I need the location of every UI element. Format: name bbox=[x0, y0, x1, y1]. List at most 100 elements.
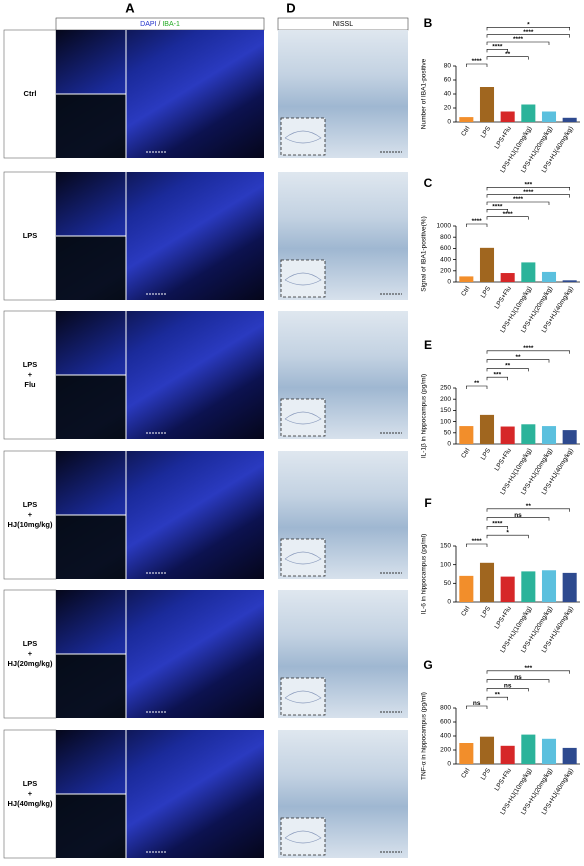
y-tick-label: 600 bbox=[440, 245, 451, 252]
significance-bracket bbox=[486, 41, 550, 45]
significance-label: **** bbox=[523, 29, 534, 36]
significance-label: **** bbox=[523, 189, 534, 196]
y-tick-label: 50 bbox=[444, 580, 452, 587]
y-tick-label: 60 bbox=[444, 77, 452, 84]
bar bbox=[459, 743, 474, 764]
significance-label: ns bbox=[514, 512, 522, 519]
y-tick-label: 800 bbox=[440, 705, 451, 712]
y-axis-label: TNF-α in hippocampus (pg/ml) bbox=[421, 692, 428, 780]
significance-bracket bbox=[486, 679, 550, 683]
y-tick-label: 0 bbox=[447, 279, 451, 286]
y-tick-label: 50 bbox=[444, 430, 452, 437]
row-label-box bbox=[3, 310, 57, 440]
significance-label: ** bbox=[505, 51, 511, 58]
y-tick-label: 600 bbox=[440, 719, 451, 726]
significance-bracket bbox=[486, 508, 570, 512]
significance-bracket bbox=[466, 223, 488, 227]
bar bbox=[459, 426, 474, 444]
row-label-box bbox=[3, 171, 57, 301]
significance-bracket bbox=[486, 56, 529, 60]
y-tick-label: 100 bbox=[440, 418, 451, 425]
bar bbox=[541, 111, 557, 122]
row-label-box bbox=[3, 729, 57, 859]
bar bbox=[521, 104, 536, 122]
iba1-image bbox=[56, 236, 126, 300]
y-axis-label: IL-6 in hippocampus (pg/ml) bbox=[421, 534, 428, 615]
iba1-image bbox=[56, 94, 126, 158]
bar bbox=[562, 572, 577, 602]
bar bbox=[562, 430, 577, 444]
significance-label: **** bbox=[492, 44, 503, 51]
y-tick-label: 800 bbox=[440, 234, 451, 241]
bar bbox=[562, 280, 577, 282]
significance-label: ** bbox=[505, 363, 511, 370]
inset bbox=[280, 117, 326, 156]
panel-letter: D bbox=[286, 0, 295, 15]
bar bbox=[521, 424, 536, 444]
panel-header: NISSL bbox=[333, 21, 353, 28]
bar bbox=[521, 734, 536, 764]
significance-bracket bbox=[486, 517, 550, 521]
row-label-box bbox=[3, 29, 57, 159]
significance-bracket bbox=[486, 350, 570, 354]
significance-label: ns bbox=[504, 683, 512, 690]
significance-label: **** bbox=[513, 196, 524, 203]
row-label: HJ(20mg/kg) bbox=[7, 659, 53, 668]
significance-label: **** bbox=[492, 521, 503, 528]
x-tick-label: Ctrl bbox=[460, 767, 472, 780]
y-tick-label: 200 bbox=[440, 396, 451, 403]
iba1-image bbox=[56, 515, 126, 579]
inset-outline bbox=[284, 130, 322, 144]
bar bbox=[562, 117, 577, 122]
x-tick-label: LPS bbox=[480, 125, 493, 140]
y-tick-label: 0 bbox=[447, 119, 451, 126]
x-tick-label: LPS+Flu bbox=[494, 125, 513, 150]
row-label-box bbox=[3, 450, 57, 580]
inset-outline bbox=[284, 830, 322, 844]
x-tick-label: Ctrl bbox=[460, 125, 472, 138]
significance-label: *** bbox=[525, 665, 533, 672]
iba1-image bbox=[56, 654, 126, 718]
x-tick-label: LPS bbox=[480, 605, 493, 620]
bar bbox=[479, 562, 495, 602]
bar bbox=[541, 271, 557, 282]
significance-bracket bbox=[486, 27, 570, 31]
row-label: LPS bbox=[23, 639, 38, 648]
y-axis-label: IL-1β in hippocampus (pg/ml) bbox=[421, 374, 428, 458]
significance-bracket bbox=[486, 201, 550, 205]
x-tick-label: Ctrl bbox=[460, 285, 472, 298]
significance-label: **** bbox=[513, 36, 524, 43]
y-tick-label: 150 bbox=[440, 407, 451, 414]
bar bbox=[479, 247, 495, 282]
significance-bracket bbox=[486, 187, 570, 191]
significance-bracket bbox=[466, 63, 488, 67]
inset bbox=[280, 677, 326, 716]
bar bbox=[562, 747, 577, 764]
y-tick-label: 250 bbox=[440, 385, 451, 392]
inset-outline bbox=[284, 690, 322, 704]
bar bbox=[500, 576, 515, 602]
row-label: Flu bbox=[24, 380, 36, 389]
row-label: LPS bbox=[23, 500, 38, 509]
panel-letter: A bbox=[125, 0, 135, 15]
header-part: / bbox=[156, 21, 162, 28]
significance-bracket bbox=[466, 543, 488, 547]
y-tick-label: 0 bbox=[447, 599, 451, 606]
bar bbox=[500, 426, 515, 444]
iba1-image bbox=[56, 794, 126, 858]
x-tick-label: LPS bbox=[480, 767, 493, 782]
inset-outline bbox=[284, 551, 322, 565]
inset bbox=[280, 817, 326, 856]
significance-label: **** bbox=[472, 58, 483, 65]
inset-outline bbox=[284, 411, 322, 425]
significance-label: ** bbox=[526, 503, 532, 510]
row-label: LPS bbox=[23, 360, 38, 369]
y-tick-label: 40 bbox=[444, 91, 452, 98]
y-axis-label: Number of IBA1-positive bbox=[421, 58, 428, 129]
bar bbox=[500, 273, 515, 282]
row-label: + bbox=[28, 370, 33, 379]
significance-label: **** bbox=[523, 345, 534, 352]
significance-bracket bbox=[486, 696, 508, 701]
y-tick-label: 200 bbox=[440, 747, 451, 754]
